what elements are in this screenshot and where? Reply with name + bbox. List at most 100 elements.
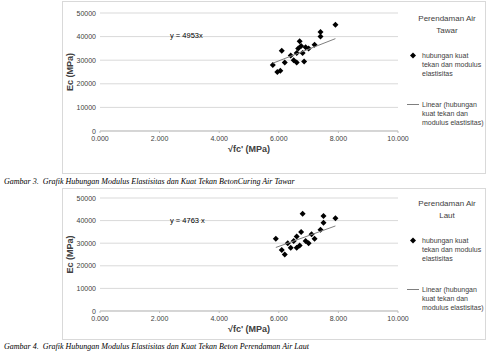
- scatter-point: [282, 252, 288, 258]
- y-axis-title: Ec (MPa): [65, 235, 75, 273]
- y-axis-title: Ec (MPa): [65, 53, 75, 91]
- y-tick-label: 10000: [77, 104, 97, 111]
- legend: Perendaman Air Laut hubungan kuattekan dan…: [407, 199, 483, 312]
- scatter-point: [321, 213, 327, 219]
- x-tick-label: 2.000: [151, 135, 169, 142]
- x-axis-title: √fc' (MPa): [228, 324, 270, 334]
- y-tick-label: 10000: [77, 285, 97, 292]
- x-tick-label: 0.000: [91, 315, 109, 322]
- y-tick-label: 20000: [77, 262, 97, 269]
- plot-marks: [273, 211, 339, 258]
- scatter-point: [298, 229, 304, 235]
- x-axis-line: [100, 311, 398, 312]
- figure: 0 10000 20000 30000 40000 50000 0.000 2.000 4.00…: [0, 0, 487, 354]
- chart: 010000200003000040000500000.0002.0004.00…: [4, 2, 486, 187]
- legend-label-line: modulus elastisitas): [422, 119, 483, 127]
- trendline-equation: y = 4953x: [170, 31, 203, 40]
- grid-line: [100, 131, 398, 132]
- legend-symbol: [410, 53, 416, 59]
- legend-label-line: tekan dan modulus: [422, 246, 482, 253]
- x-tick: [278, 131, 279, 133]
- legend: Perendaman Air Tawar hubungan kuattekan da…: [407, 14, 483, 127]
- legend-label-line: elastisitas: [422, 70, 453, 77]
- grid-line: [100, 107, 398, 108]
- figure-caption: Gambar 3. Grafik Hubungan Modulus Elasti…: [4, 177, 296, 186]
- background: [0, 0, 487, 354]
- x-tick-label: 4.000: [210, 135, 228, 142]
- scatter-point: [312, 236, 318, 242]
- x-tick: [338, 311, 339, 313]
- legend-label: hubungan kuattekan dan modulus elastisita…: [422, 52, 482, 77]
- grid-line: [100, 220, 398, 221]
- scatter-point: [332, 22, 338, 28]
- scatter-point: [273, 236, 279, 242]
- y-tick-label: 20000: [77, 80, 97, 87]
- scatter-point: [279, 48, 285, 54]
- legend-label-line: Linear (hubungan: [422, 101, 477, 109]
- trendline-equation: y = 4763 x: [170, 216, 205, 225]
- grid-line: [100, 60, 398, 61]
- legend-title-line: Perendaman Air: [418, 14, 476, 23]
- grid-line: [100, 36, 398, 37]
- legend-label-line: kuat tekan dan: [422, 110, 468, 117]
- legend-label-line: hubungan kuat: [422, 52, 468, 60]
- scatter-point: [297, 242, 303, 248]
- grid-line: [100, 243, 398, 244]
- figure-caption: Gambar 4. Grafik Hubungan Modulus Elasti…: [4, 342, 310, 351]
- x-tick: [398, 131, 399, 133]
- plot-marks: [270, 22, 339, 75]
- legend-symbol: [407, 104, 419, 105]
- scatter-point: [279, 247, 285, 253]
- x-tick: [338, 131, 339, 133]
- x-tick: [100, 131, 101, 133]
- legend-label: hubungan kuattekan dan modulus elastisita…: [422, 237, 482, 262]
- x-tick: [219, 311, 220, 313]
- x-tick-label: 8.000: [330, 315, 348, 322]
- grid-line: [100, 13, 398, 14]
- scatter-point: [301, 58, 307, 64]
- legend-symbol: [407, 289, 419, 290]
- trend-line: [273, 39, 336, 64]
- scatter-point: [298, 43, 304, 49]
- scatter-point: [297, 38, 303, 44]
- trend-line: [276, 226, 336, 248]
- scatter-point: [294, 233, 300, 239]
- y-tick-label: 30000: [77, 57, 97, 64]
- legend-title: Perendaman Air Tawar: [418, 14, 476, 35]
- x-tick-label: 2.000: [151, 315, 169, 322]
- x-tick-label: 10.000: [387, 135, 409, 142]
- x-tick: [159, 311, 160, 313]
- x-tick-label: 6.000: [270, 135, 288, 142]
- legend-title-line: Tawar: [436, 26, 458, 35]
- x-tick: [100, 311, 101, 313]
- x-tick: [219, 131, 220, 133]
- y-tick-label: 0: [92, 128, 96, 135]
- x-axis-title: √fc' (MPa): [228, 144, 270, 154]
- x-tick-label: 8.000: [330, 135, 348, 142]
- legend-symbol: [410, 238, 416, 244]
- legend-label-line: tekan dan modulus: [422, 61, 482, 68]
- legend-label-line: hubungan kuat: [422, 237, 468, 245]
- x-tick-label: 4.000: [210, 315, 228, 322]
- scatter-point: [288, 245, 294, 251]
- chart: 010000200003000040000500000.0002.0004.00…: [4, 189, 486, 352]
- x-tick-label: 0.000: [91, 135, 109, 142]
- y-tick-label: 0: [92, 308, 96, 315]
- y-tick-label: 50000: [77, 195, 97, 202]
- x-tick: [398, 311, 399, 313]
- scatter-point: [318, 34, 324, 40]
- legend-label-line: kuat tekan dan: [422, 295, 468, 302]
- grid-line: [100, 198, 398, 199]
- grid-line: [100, 288, 398, 289]
- x-tick-label: 6.000: [270, 315, 288, 322]
- y-tick-label: 40000: [77, 217, 97, 224]
- legend-title: Perendaman Air Laut: [418, 199, 476, 220]
- scatter-point: [277, 68, 283, 74]
- x-axis-line: [100, 131, 398, 132]
- legend-label-line: elastisitas: [422, 255, 453, 262]
- x-tick: [278, 311, 279, 313]
- x-tick: [159, 131, 160, 133]
- scatter-point: [321, 220, 327, 226]
- legend-title-line: Perendaman Air: [418, 199, 476, 208]
- legend-title-line: Laut: [439, 211, 455, 220]
